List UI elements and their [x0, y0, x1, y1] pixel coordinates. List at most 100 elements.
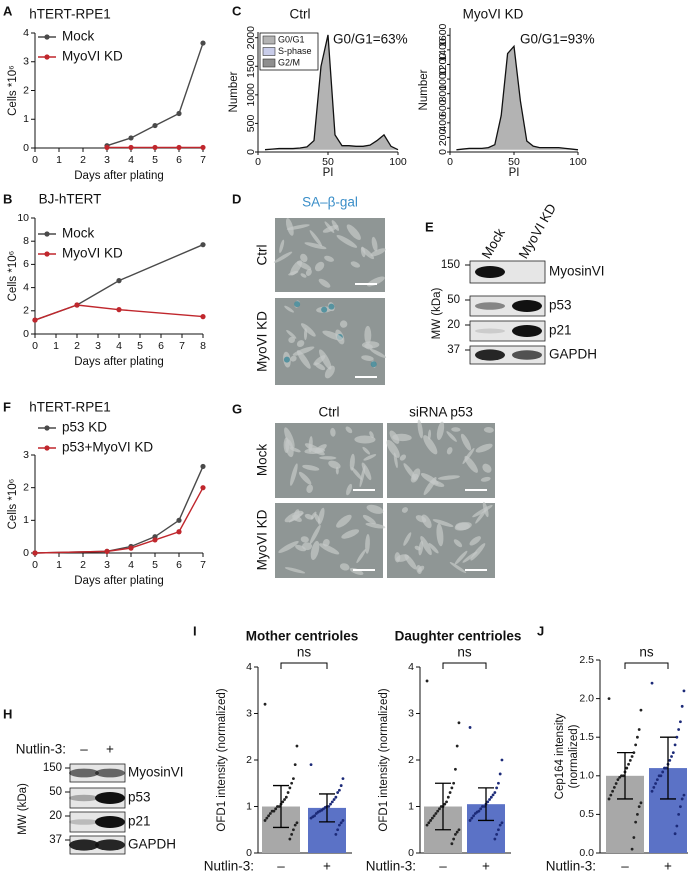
data-point	[630, 755, 634, 758]
data-point	[292, 777, 295, 780]
legend-label: p53+MyoVI KD	[62, 440, 153, 455]
x-tick-label: –	[277, 859, 285, 874]
data-point	[632, 836, 636, 839]
legend-swatch	[262, 58, 276, 68]
data-point	[284, 795, 288, 799]
data-point	[609, 793, 613, 797]
data-point	[341, 777, 345, 780]
x-axis-label: PI	[509, 167, 520, 179]
cell	[301, 542, 313, 551]
panel-letter: H	[3, 706, 12, 721]
data-point	[682, 793, 686, 797]
cell	[273, 251, 293, 263]
data-point	[281, 800, 285, 804]
data-point	[104, 144, 110, 151]
mw-marker: 150	[441, 259, 460, 271]
cell	[305, 268, 312, 276]
cell	[284, 305, 294, 313]
cell	[283, 437, 290, 453]
y-tick-label: 200	[437, 128, 449, 146]
x-tick-label: 3	[104, 559, 110, 571]
legend-marker	[44, 54, 50, 60]
x-tick-label: 8	[200, 340, 206, 352]
y-tick-label: 1000	[437, 67, 449, 91]
y-tick-label: 2.5	[579, 654, 594, 666]
chart-title: MyoVI KD	[463, 7, 524, 22]
cell	[366, 504, 384, 514]
x-axis-label: Nutlin-3:	[546, 859, 596, 874]
data-point	[493, 837, 497, 841]
panel-letter: G	[232, 401, 242, 416]
data-point	[290, 781, 294, 785]
cell	[416, 564, 422, 575]
y-tick-label: 4	[408, 661, 414, 673]
data-point	[616, 778, 620, 782]
data-point	[655, 778, 659, 782]
cell	[300, 273, 307, 278]
cell	[420, 473, 439, 485]
cell	[284, 567, 306, 574]
x-axis-label: Days after plating	[74, 170, 164, 182]
data-point	[200, 144, 206, 151]
cell	[436, 421, 445, 441]
legend-marker	[44, 34, 50, 40]
data-point	[670, 755, 673, 758]
data-point	[176, 110, 182, 117]
legend-marker	[44, 251, 50, 257]
data-point	[427, 821, 431, 825]
data-point	[652, 785, 656, 789]
data-point	[270, 809, 274, 813]
cell	[290, 463, 298, 486]
legend-label: p53 KD	[62, 420, 107, 435]
data-point	[454, 833, 457, 836]
cell	[298, 471, 312, 485]
data-point	[625, 766, 629, 770]
x-tick-label: 2	[74, 340, 80, 352]
x-tick-label: 0	[255, 156, 261, 168]
y-tick-label: 1	[23, 514, 29, 526]
x-tick-label: 4	[128, 154, 134, 166]
data-point	[679, 805, 682, 809]
cell	[324, 365, 335, 379]
legend-label: G0/G1	[278, 34, 305, 44]
cell	[319, 543, 340, 555]
chart-title: Daughter centrioles	[395, 629, 522, 644]
data-point	[288, 837, 292, 841]
cell	[470, 543, 486, 561]
stain	[370, 361, 377, 368]
data-point	[432, 814, 436, 818]
cell	[288, 336, 296, 343]
blot-band	[69, 768, 99, 778]
cell	[309, 230, 323, 247]
cell	[322, 330, 344, 341]
x-tick-label: 7	[179, 340, 185, 352]
cell	[363, 454, 377, 461]
cell	[370, 248, 386, 257]
y-tick-label: 4	[246, 661, 252, 673]
error-bar	[478, 787, 494, 822]
data-point	[495, 833, 499, 836]
y-tick-label: 2	[408, 754, 414, 766]
data-point	[314, 812, 318, 815]
data-point	[671, 751, 675, 755]
x-axis-label: Nutlin-3:	[366, 859, 416, 874]
cell	[437, 475, 460, 480]
x-tick-label: +	[482, 859, 490, 874]
cell	[350, 261, 361, 268]
cell	[361, 462, 372, 481]
y-tick-label: 0	[408, 847, 414, 859]
data-point	[341, 819, 345, 822]
data-point	[448, 791, 452, 794]
protein-label: GAPDH	[128, 837, 176, 852]
cell	[306, 484, 313, 493]
significance-bracket	[624, 662, 669, 669]
cell	[279, 239, 285, 254]
stain	[321, 306, 328, 313]
data-point	[650, 789, 654, 793]
data-point	[430, 816, 434, 820]
y-axis-label: Cells *10⁶	[7, 250, 19, 301]
blot-band	[475, 328, 505, 334]
significance-label: ns	[639, 645, 654, 660]
cell	[304, 513, 314, 520]
cell	[322, 539, 330, 547]
